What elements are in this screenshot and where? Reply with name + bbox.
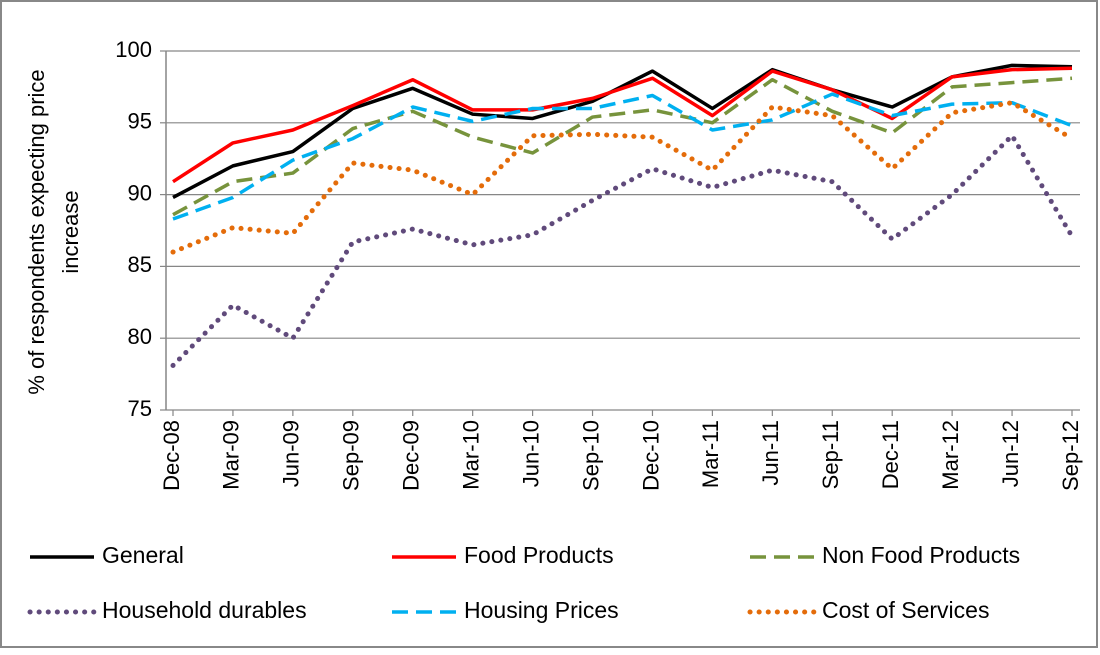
x-tick-label: Mar-10: [458, 420, 483, 490]
x-tick-label: Jun-10: [518, 420, 543, 487]
x-tick-label: Dec-11: [878, 420, 903, 489]
x-tick-label: Sep-09: [339, 420, 364, 491]
y-axis-label: % of respondents expecting price: [24, 69, 49, 394]
x-tick-label: Sep-10: [578, 420, 603, 491]
y-tick-label: 75: [128, 396, 152, 421]
legend-label: Non Food Products: [822, 542, 1020, 568]
legend-label: Cost of Services: [822, 597, 989, 623]
x-tick-label: Mar-12: [938, 420, 963, 490]
y-axis-label: increase: [58, 190, 83, 273]
x-tick-label: Jun-11: [758, 420, 783, 486]
series-line: [172, 66, 1073, 184]
x-tick-label: Sep-12: [1058, 420, 1083, 491]
legend-label: Housing Prices: [464, 597, 619, 623]
x-tick-label: Dec-10: [638, 420, 663, 491]
series-line: [170, 133, 1075, 368]
x-tick-label: Mar-09: [219, 420, 244, 490]
x-tick-label: Mar-11: [698, 420, 723, 488]
x-tick-label: Jun-12: [998, 420, 1023, 487]
x-tick-label: Dec-08: [159, 420, 184, 491]
y-tick-label: 90: [128, 180, 152, 205]
series-line: [172, 63, 1073, 200]
series-line: [170, 100, 1075, 255]
y-tick-label: 95: [128, 109, 152, 134]
legend-label: General: [102, 542, 184, 568]
x-tick-label: Sep-11: [818, 420, 843, 489]
legend-label: Household durables: [102, 597, 307, 623]
legend-label: Food Products: [464, 542, 614, 568]
x-tick-label: Jun-09: [279, 420, 304, 487]
y-tick-label: 85: [128, 252, 152, 277]
y-tick-label: 100: [115, 37, 152, 62]
series-line: [172, 92, 1073, 221]
x-tick-label: Dec-09: [399, 420, 424, 491]
y-tick-label: 80: [128, 324, 152, 349]
